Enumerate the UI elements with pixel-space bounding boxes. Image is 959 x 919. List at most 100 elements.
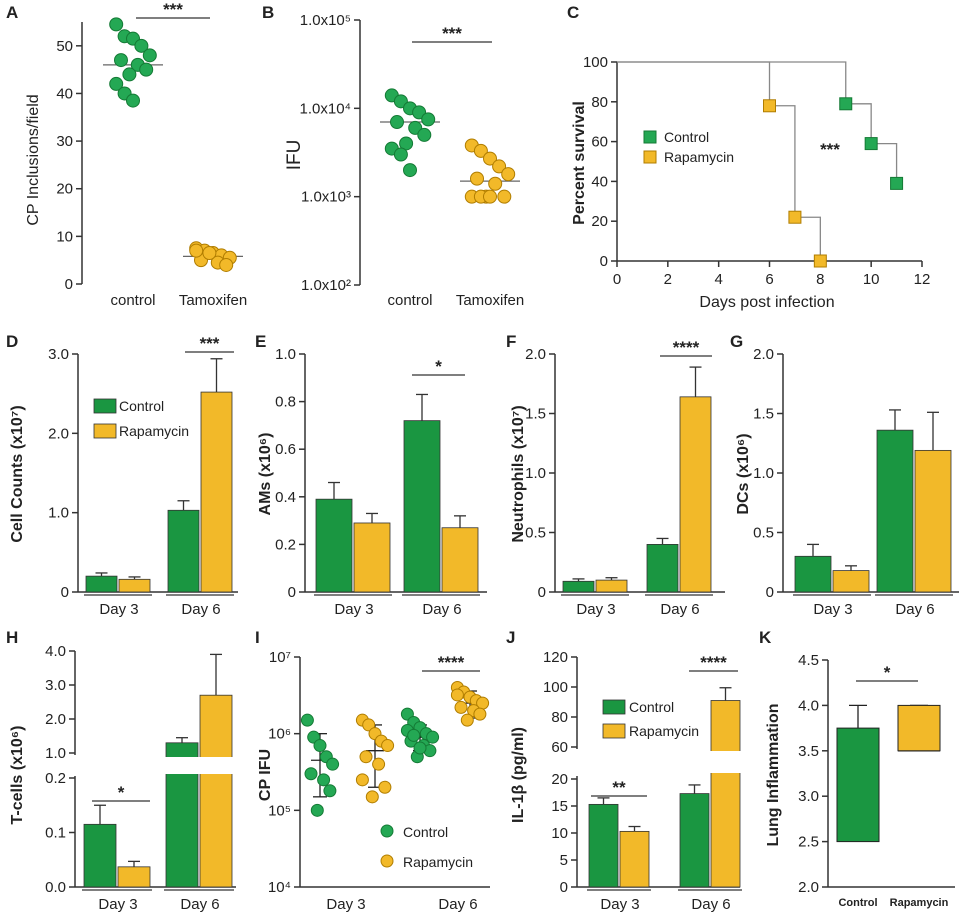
panel-i-ytick-label-1: 10⁵ bbox=[268, 802, 291, 819]
panel-h-bar bbox=[83, 823, 117, 888]
panel-f-ytick-label-4: 2.0 bbox=[525, 346, 546, 363]
panel-i-sig-label: **** bbox=[438, 653, 465, 672]
panel-a-point bbox=[134, 38, 149, 53]
panel-b-ytick-label-0: 1.0x10² bbox=[301, 277, 351, 294]
panel-j-ytick-label-l3: 15 bbox=[551, 798, 568, 815]
panel-g-ytick-label-1: 0.5 bbox=[753, 525, 774, 542]
panel-d-xtick-label-1: Day 6 bbox=[181, 601, 220, 618]
panel-g-bar bbox=[832, 570, 870, 593]
panel-a-sig-label: *** bbox=[163, 0, 183, 19]
panel-i-point bbox=[413, 741, 427, 755]
panel-f-ylabel: Neutrophils (x10⁷) bbox=[510, 405, 527, 542]
panel-c-legend-label-rapamycin: Rapamycin bbox=[664, 149, 734, 165]
panel-e-ylabel: AMs (x10⁶) bbox=[257, 433, 274, 516]
panel-b-point bbox=[488, 176, 503, 191]
panel-d-bar bbox=[200, 391, 233, 593]
panel-c-ytick-label-5: 100 bbox=[583, 54, 608, 71]
panel-j-bar bbox=[588, 803, 619, 888]
panel-k-xtick-label-0: Control bbox=[838, 897, 877, 909]
panel-b-point bbox=[403, 163, 417, 178]
panel-i-point bbox=[454, 700, 468, 714]
panel-label-d: D bbox=[6, 332, 18, 351]
panel-i-point bbox=[359, 750, 373, 764]
panel-k-box bbox=[897, 704, 941, 752]
panel-e-ytick-label-1: 0.2 bbox=[275, 536, 296, 553]
panel-g-bar bbox=[914, 449, 952, 593]
panel-e-bar bbox=[403, 420, 441, 593]
panel-c-legend-swatch-rapamycin bbox=[643, 150, 657, 164]
panel-b-point bbox=[497, 189, 512, 204]
panel-h-ytick-label-u2: 3.0 bbox=[45, 677, 66, 694]
panel-f-bar bbox=[646, 544, 679, 593]
panel-h-ytick-label-u1: 2.0 bbox=[45, 711, 66, 728]
panel-d-sig-label: *** bbox=[200, 334, 220, 353]
panel-e-bar bbox=[353, 522, 391, 593]
panel-c-series-line bbox=[617, 61, 821, 261]
panel-i-point bbox=[310, 803, 324, 817]
panel-e-ytick-label-2: 0.4 bbox=[275, 489, 296, 506]
panel-b-point bbox=[492, 159, 507, 174]
panel-j-ylabel: IL-1β (pg/ml) bbox=[510, 727, 527, 823]
panel-i-xtick-label-1: Day 6 bbox=[438, 896, 477, 913]
panel-i-point bbox=[473, 707, 487, 721]
panel-i-legend-swatch-control bbox=[380, 824, 394, 838]
panel-e-ytick-label-0: 0 bbox=[288, 584, 296, 601]
panel-g-ytick-label-2: 1.0 bbox=[753, 465, 774, 482]
panel-h-axis-break bbox=[60, 757, 240, 774]
panel-k-ytick-label-3: 3.5 bbox=[798, 743, 819, 760]
panel-a-ytick-label-0: 0 bbox=[65, 276, 73, 293]
panel-a-xtick-label-1: Tamoxifen bbox=[179, 292, 247, 309]
panel-i-legend-label-control: Control bbox=[403, 824, 448, 840]
panel-j-xtick-label-1: Day 6 bbox=[691, 896, 730, 913]
panel-d-legend-swatch-rapamycin bbox=[93, 423, 117, 439]
panel-b-xtick-label-0: control bbox=[387, 292, 432, 309]
panel-k-box bbox=[836, 727, 880, 843]
panel-b-ytick-label-3: 1.0x10⁵ bbox=[300, 12, 351, 29]
panel-f-xtick-label-1: Day 6 bbox=[660, 601, 699, 618]
panel-k-ytick-label-2: 3.0 bbox=[798, 788, 819, 805]
panel-c-series-line bbox=[617, 61, 898, 184]
panel-c-point bbox=[813, 254, 827, 268]
panel-i-point bbox=[365, 790, 379, 804]
panel-k-sig-label: * bbox=[884, 663, 891, 682]
panel-f-bar bbox=[595, 579, 628, 593]
panel-e-ytick-label-5: 1.0 bbox=[275, 346, 296, 363]
panel-j-legend-swatch-control bbox=[602, 699, 626, 715]
panel-i-point bbox=[426, 730, 440, 744]
panel-a-point bbox=[189, 243, 204, 258]
panel-j-ytick-label-l1: 5 bbox=[560, 852, 568, 869]
panel-h-ylabel: T-cells (x10⁶) bbox=[9, 726, 26, 825]
panel-i-legend-label-rapamycin: Rapamycin bbox=[403, 854, 473, 870]
panel-i-point bbox=[304, 767, 318, 781]
panel-h-sig-label: * bbox=[118, 783, 125, 802]
panel-c-sig-label: *** bbox=[820, 140, 840, 159]
panel-c-ytick-label-0: 0 bbox=[600, 253, 608, 270]
panel-g-ytick-label-3: 1.5 bbox=[753, 406, 774, 423]
panel-label-g: G bbox=[730, 332, 743, 351]
panel-j-ytick-label-u0: 60 bbox=[551, 739, 568, 756]
panel-label-e: E bbox=[255, 332, 266, 351]
panel-i-point bbox=[317, 773, 331, 787]
panel-e-bar bbox=[441, 527, 479, 593]
panel-i-point bbox=[323, 784, 337, 798]
panel-label-f: F bbox=[506, 332, 516, 351]
panel-c-xtick-label-4: 8 bbox=[816, 271, 824, 288]
panel-i-point bbox=[355, 773, 369, 787]
panel-h-xtick-label-1: Day 6 bbox=[180, 896, 219, 913]
panel-f-ytick-label-1: 0.5 bbox=[525, 525, 546, 542]
panel-c-xtick-label-3: 6 bbox=[765, 271, 773, 288]
panel-b-point bbox=[390, 115, 404, 130]
panel-c-ytick-label-3: 60 bbox=[591, 134, 608, 151]
panel-c-xtick-label-6: 12 bbox=[914, 271, 931, 288]
panel-h-bar bbox=[117, 866, 151, 888]
panel-d-ytick-label-1: 1.0 bbox=[48, 505, 69, 522]
panel-b-sig-label: *** bbox=[442, 24, 462, 43]
panel-h-ytick-label-l0: 0.0 bbox=[45, 879, 66, 896]
panel-i-ytick-label-3: 10⁷ bbox=[269, 649, 291, 666]
panel-d-legend-label-control: Control bbox=[119, 398, 164, 414]
panel-h-ytick-label-l2: 0.2 bbox=[45, 770, 66, 787]
panel-a-point bbox=[109, 76, 124, 91]
panel-label-i: I bbox=[255, 628, 260, 647]
panel-label-k: K bbox=[759, 628, 772, 647]
